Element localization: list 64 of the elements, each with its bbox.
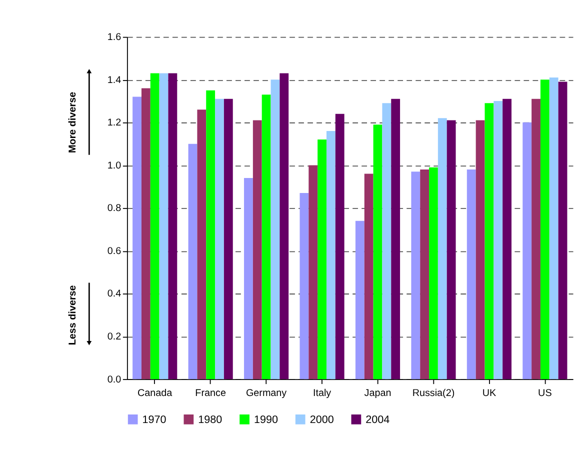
y-tick-label: 0.0 — [107, 374, 122, 386]
bar — [335, 114, 344, 380]
bar — [484, 103, 494, 380]
bar — [558, 82, 568, 380]
bar — [224, 98, 233, 380]
bar — [466, 169, 476, 380]
bar — [300, 193, 309, 380]
bar — [326, 130, 336, 380]
bar — [391, 98, 400, 380]
x-tick-label: UK — [482, 388, 496, 399]
x-tick-label: Russia(2) — [412, 388, 455, 399]
bar — [252, 120, 262, 380]
bar — [270, 80, 280, 380]
legend-label: 1990 — [254, 414, 278, 426]
bar — [132, 96, 142, 380]
bar — [411, 172, 420, 380]
y-tick-label: 1.6 — [107, 32, 122, 44]
bar — [373, 124, 382, 380]
legend-label: 1970 — [142, 414, 166, 426]
bar — [197, 110, 206, 380]
y-tick-label: 0.2 — [107, 331, 122, 342]
y-tick-label: 1.0 — [107, 160, 122, 172]
bar — [446, 120, 456, 380]
bar — [420, 169, 430, 380]
bar — [262, 94, 271, 380]
bar — [382, 103, 392, 380]
x-tick-label: Canada — [138, 388, 173, 399]
bar — [280, 73, 289, 380]
bar — [494, 101, 503, 380]
bar — [188, 144, 198, 380]
y-tick-label: 1.4 — [107, 74, 122, 86]
bar — [522, 122, 532, 380]
bar — [244, 178, 253, 380]
x-tick-label: Germany — [246, 388, 287, 399]
bar — [476, 120, 485, 380]
x-tick-label: Italy — [312, 388, 332, 399]
y-tick-label: 0.6 — [107, 246, 122, 257]
bar — [141, 88, 150, 380]
bar — [355, 220, 364, 380]
bar — [215, 98, 224, 380]
y-tick-label: 1.2 — [107, 118, 122, 129]
bar — [206, 90, 216, 380]
bar — [549, 78, 558, 380]
legend-label: 1980 — [198, 414, 222, 426]
bar — [540, 80, 550, 380]
bar — [318, 140, 326, 380]
bar — [159, 73, 168, 380]
bar — [429, 167, 438, 380]
legend-label: 2000 — [310, 414, 334, 426]
bar — [532, 98, 540, 380]
bar — [308, 165, 318, 380]
y-tick-label: 0.8 — [107, 203, 122, 214]
x-tick-label: France — [195, 388, 226, 399]
x-tick-label: Japan — [364, 388, 392, 399]
bar — [438, 118, 447, 380]
legend-label: 2004 — [366, 414, 390, 426]
y-tick-label: 0.4 — [107, 288, 122, 300]
text: More diverse — [68, 91, 79, 153]
text: Less diverse — [68, 284, 79, 346]
bar — [150, 73, 160, 380]
bar — [168, 73, 178, 380]
bar — [364, 174, 374, 380]
bar — [502, 98, 512, 380]
x-tick-label: US — [538, 388, 552, 399]
